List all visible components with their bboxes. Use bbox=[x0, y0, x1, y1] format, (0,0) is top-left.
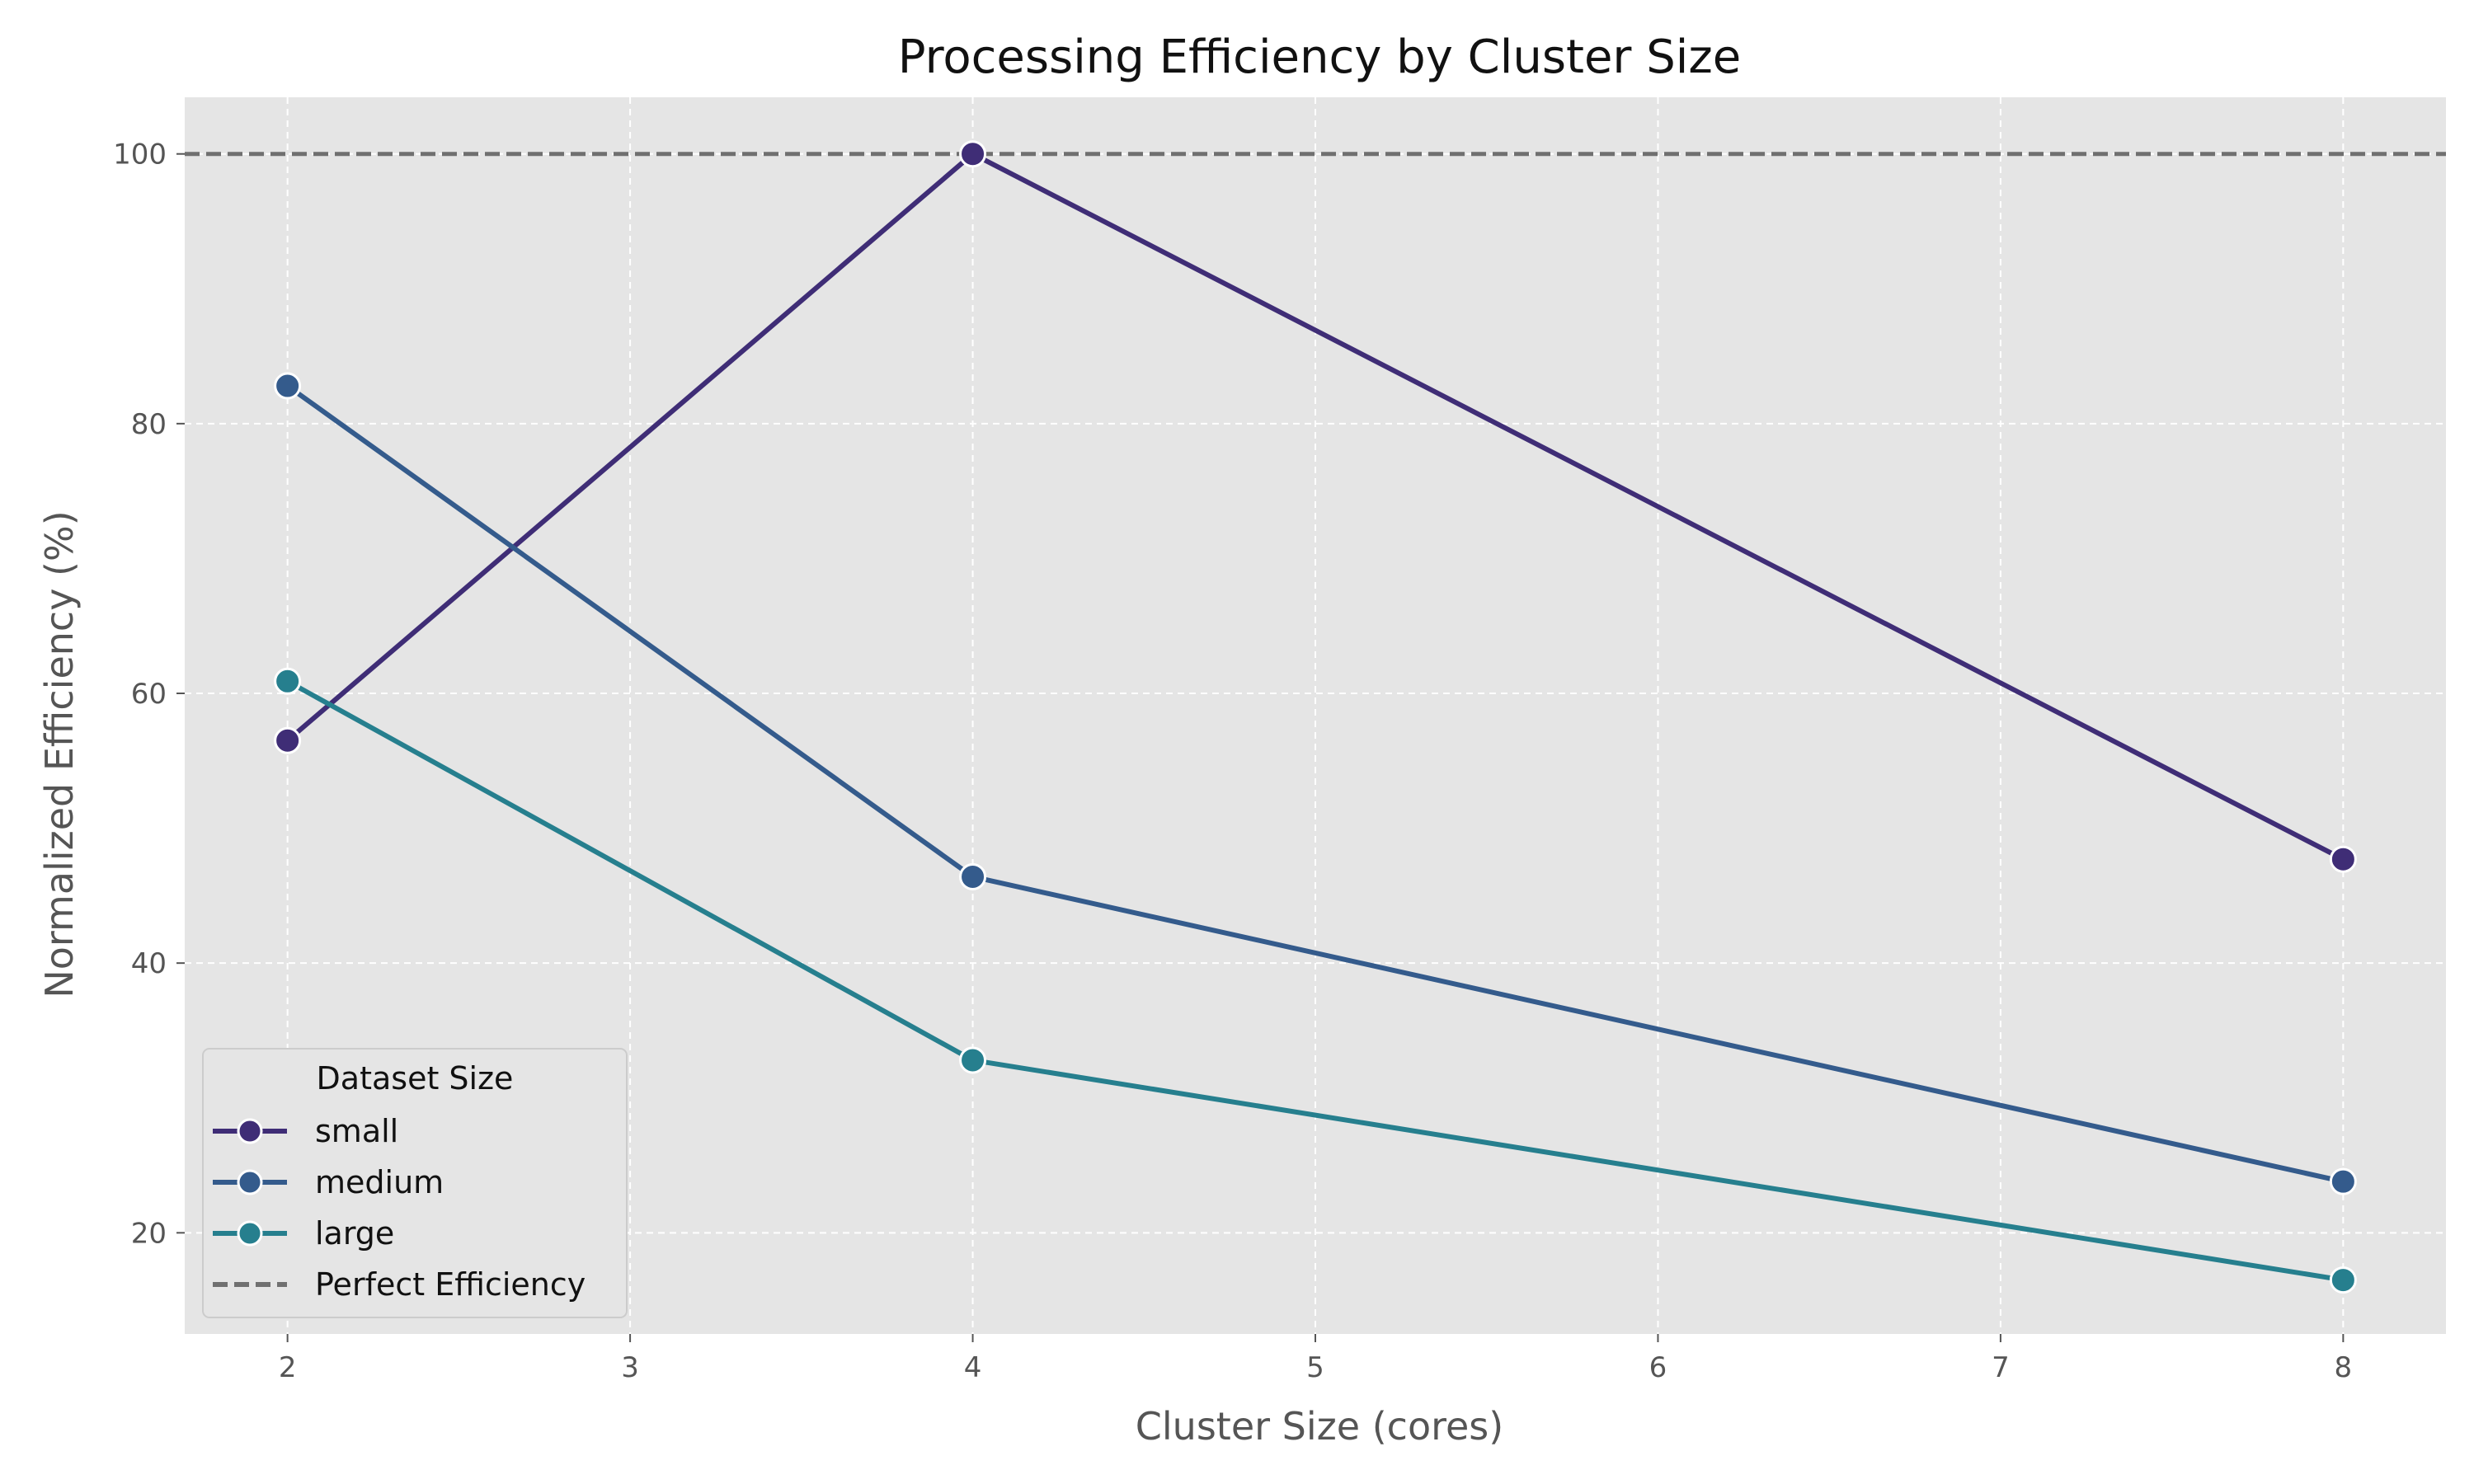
legend-label: Perfect Efficiency bbox=[315, 1266, 586, 1303]
data-point-medium bbox=[2329, 1167, 2357, 1195]
x-tick-label: 7 bbox=[1992, 1351, 2010, 1384]
legend-item: large bbox=[213, 1215, 394, 1252]
series-large bbox=[274, 667, 2357, 1294]
legend-title: Dataset Size bbox=[317, 1060, 514, 1097]
data-point-small bbox=[274, 726, 302, 754]
legend-box bbox=[202, 1048, 628, 1318]
y-tick-label: 80 bbox=[131, 408, 167, 441]
data-point-large bbox=[959, 1046, 987, 1074]
y-tick-label: 100 bbox=[113, 139, 167, 171]
series-group bbox=[274, 140, 2357, 1294]
x-tick-label: 5 bbox=[1306, 1351, 1324, 1384]
data-point-small bbox=[959, 140, 987, 168]
y-tick-label: 60 bbox=[131, 678, 167, 711]
y-tick-label: 40 bbox=[131, 947, 167, 980]
legend-swatch-marker bbox=[237, 1220, 263, 1247]
x-tick-label: 8 bbox=[2335, 1351, 2353, 1384]
legend-label: large bbox=[315, 1215, 394, 1252]
x-tick-label: 2 bbox=[279, 1351, 297, 1384]
data-point-medium bbox=[959, 862, 987, 890]
legend-label: small bbox=[315, 1113, 398, 1149]
legend-item: small bbox=[213, 1113, 398, 1149]
grid-lines bbox=[185, 97, 2446, 1334]
legend: Dataset Size small medium large Perfect Eff… bbox=[202, 1048, 628, 1318]
data-point-large bbox=[2329, 1266, 2357, 1294]
legend-item: medium bbox=[213, 1164, 444, 1200]
x-axis-label: Cluster Size (cores) bbox=[1136, 1404, 1503, 1449]
chart-title: Processing Efficiency by Cluster Size bbox=[898, 31, 1741, 84]
legend-label: medium bbox=[315, 1164, 444, 1200]
series-medium bbox=[274, 372, 2357, 1195]
legend-items: small medium large Perfect Efficiency bbox=[213, 1113, 586, 1303]
data-point-medium bbox=[274, 372, 302, 400]
axis-ticks: 2 3 4 5 6 7 8 20 40 60 80 100 bbox=[113, 139, 2352, 1384]
y-tick-label: 20 bbox=[131, 1217, 167, 1250]
legend-item: Perfect Efficiency bbox=[213, 1266, 586, 1303]
x-tick-label: 6 bbox=[1649, 1351, 1667, 1384]
x-tick-label: 4 bbox=[964, 1351, 982, 1384]
legend-swatch-marker bbox=[237, 1118, 263, 1144]
x-tick-label: 3 bbox=[621, 1351, 639, 1384]
y-axis-label: Normalized Efficiency (%) bbox=[37, 510, 82, 998]
legend-swatch-marker bbox=[237, 1169, 263, 1195]
series-small bbox=[274, 140, 2357, 873]
data-point-small bbox=[2329, 845, 2357, 873]
data-point-large bbox=[274, 667, 302, 695]
